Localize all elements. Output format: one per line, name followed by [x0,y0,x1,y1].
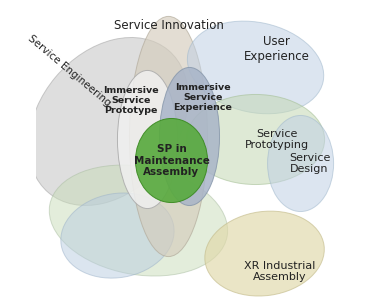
Ellipse shape [135,118,207,202]
Text: Immersive
Service
Prototype: Immersive Service Prototype [103,85,159,115]
Ellipse shape [61,193,174,278]
Ellipse shape [49,165,228,276]
Ellipse shape [117,70,178,208]
Text: Service
Prototyping: Service Prototyping [245,129,308,150]
Ellipse shape [205,211,324,296]
Text: Service
Design: Service Design [289,153,330,174]
Ellipse shape [267,115,333,211]
Text: Service Engineering: Service Engineering [26,33,113,108]
Text: Service Innovation: Service Innovation [113,19,223,32]
Text: SP in
Maintenance
Assembly: SP in Maintenance Assembly [134,144,209,177]
Text: XR Industrial
Assembly: XR Industrial Assembly [244,261,315,282]
Text: Immersive
Service
Experience: Immersive Service Experience [173,82,232,112]
Text: User
Experience: User Experience [244,35,310,63]
Ellipse shape [160,68,220,205]
Ellipse shape [187,21,324,114]
Ellipse shape [29,38,188,205]
Ellipse shape [186,95,325,185]
Ellipse shape [129,16,207,257]
